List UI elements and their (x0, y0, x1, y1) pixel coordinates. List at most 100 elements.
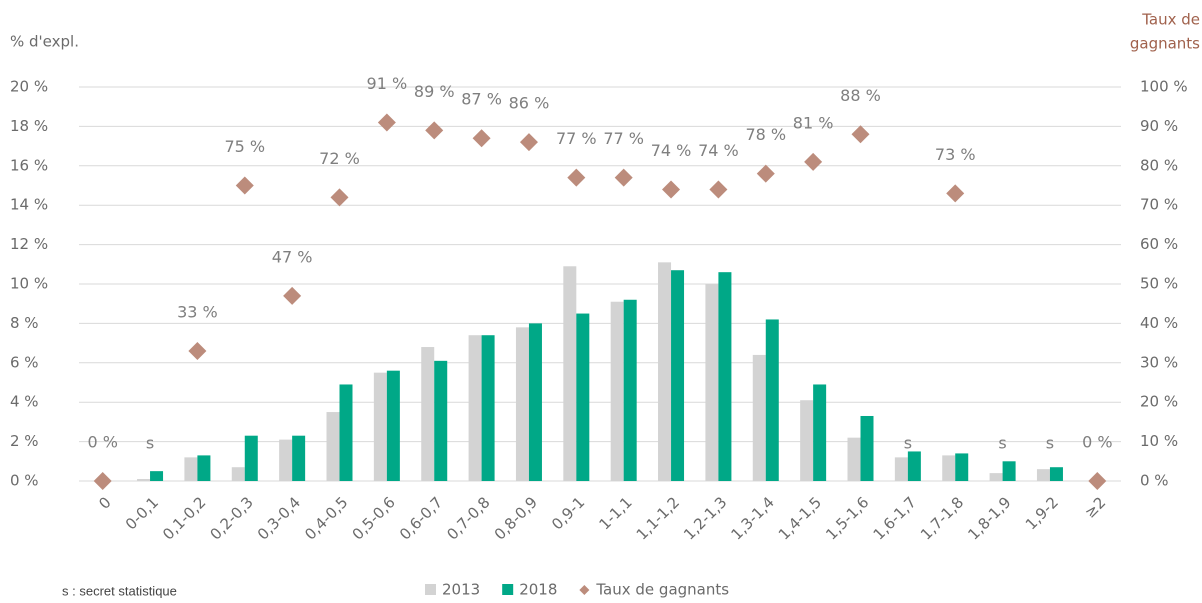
legend-swatch (579, 585, 590, 595)
legend-label: 2013 (442, 581, 480, 599)
marker (519, 133, 538, 152)
data-label: 81 % (793, 113, 834, 132)
bar (197, 455, 211, 481)
y-tick-label: 16 % (10, 156, 48, 174)
y2-tick-label: 10 % (1140, 432, 1178, 450)
y2-tick-label: 30 % (1140, 353, 1178, 371)
data-label: 88 % (840, 86, 881, 105)
x-tick-label: 0,3-0,4 (254, 493, 304, 543)
y2-tick-label: 100 % (1140, 78, 1188, 96)
data-label: 74 % (698, 141, 739, 160)
bar (326, 412, 340, 481)
legend-swatch (425, 584, 436, 595)
x-tick-label: 1,5-1,6 (822, 493, 872, 543)
bar (752, 354, 766, 481)
data-label: 77 % (603, 129, 644, 148)
marker (709, 180, 728, 199)
x-tick-label: 1,6-1,7 (870, 493, 920, 543)
x-tick-label: 0,1-0,2 (159, 493, 209, 543)
x-tick-label: 1,3-1,4 (727, 493, 777, 543)
marker (756, 164, 775, 183)
bar (1002, 461, 1016, 481)
legend-label: Taux de gagnants (595, 581, 729, 599)
marker (425, 121, 444, 140)
bar (279, 439, 293, 481)
y2-tick-label: 60 % (1140, 235, 1178, 253)
y-tick-label: 6 % (10, 353, 39, 371)
data-label: 91 % (367, 74, 408, 93)
marker (946, 184, 965, 203)
data-label: 78 % (745, 125, 786, 144)
x-tick-label: 1-1,1 (596, 493, 636, 533)
x-tick-label: ≥2 (1081, 493, 1109, 521)
marker (851, 125, 870, 144)
data-label: 33 % (177, 302, 218, 321)
data-label: 72 % (319, 149, 360, 168)
marker (377, 113, 396, 132)
bar (705, 284, 719, 481)
y2-tick-label: 90 % (1140, 117, 1178, 135)
bar (942, 455, 956, 481)
bar (610, 301, 624, 481)
marker (1088, 472, 1107, 490)
x-tick-label: 0,7-0,8 (443, 493, 493, 543)
bar (860, 415, 874, 481)
marker (472, 129, 491, 148)
y-tick-label: 18 % (10, 117, 48, 135)
marker (330, 188, 349, 207)
bar (1036, 469, 1050, 481)
data-label: s (1046, 434, 1054, 453)
data-label: 47 % (272, 247, 313, 266)
bar (718, 272, 732, 481)
bar (386, 370, 400, 481)
bar (1049, 467, 1063, 481)
bar (373, 372, 387, 481)
x-tick-label: 1,9-2 (1022, 493, 1062, 533)
bar (894, 457, 908, 481)
bar (907, 451, 921, 481)
y-tick-label: 0 % (10, 472, 39, 490)
x-tick-label: 0 (95, 493, 114, 512)
bar (137, 479, 151, 481)
bar (576, 313, 590, 481)
x-tick-label: 0,8-0,9 (491, 493, 541, 543)
y-tick-label: 8 % (10, 314, 39, 332)
bar (989, 473, 1003, 481)
bar (847, 437, 861, 481)
x-tick-label: 0,9-1 (548, 493, 588, 533)
data-label: 0 % (1082, 433, 1112, 452)
y2-axis-title: Taux de (1141, 11, 1200, 29)
x-tick-label: 1,1-1,2 (633, 493, 683, 543)
bar (813, 384, 827, 481)
x-tick-label: 0-0,1 (122, 493, 162, 533)
data-label: 0 % (87, 433, 117, 452)
x-tick-label: 0,2-0,3 (206, 493, 256, 543)
y2-axis-title: gagnants (1130, 35, 1200, 53)
y2-tick-label: 50 % (1140, 275, 1178, 293)
bar (528, 323, 542, 481)
bar (765, 319, 779, 481)
x-tick-label: 1,8-1,9 (964, 493, 1014, 543)
data-label: 75 % (224, 137, 265, 156)
bar (468, 335, 482, 481)
y-tick-label: 14 % (10, 196, 48, 214)
data-label: 73 % (935, 145, 976, 164)
y2-tick-label: 80 % (1140, 156, 1178, 174)
data-label: 86 % (509, 94, 550, 113)
data-label: 89 % (414, 82, 455, 101)
bar (339, 384, 353, 481)
data-label: 77 % (556, 129, 597, 148)
bar (244, 435, 258, 481)
bar (184, 457, 198, 481)
bar (150, 471, 164, 481)
legend-swatch (502, 584, 514, 595)
legend-label: 2018 (519, 581, 557, 599)
y-tick-label: 12 % (10, 235, 48, 253)
bar (231, 467, 245, 481)
x-tick-label: 0,5-0,6 (349, 493, 399, 543)
y2-tick-label: 20 % (1140, 393, 1178, 411)
y-tick-label: 4 % (10, 393, 39, 411)
data-label: 87 % (461, 90, 502, 109)
x-tick-label: 0,4-0,5 (301, 493, 351, 543)
x-tick-label: 1,4-1,5 (775, 493, 825, 543)
